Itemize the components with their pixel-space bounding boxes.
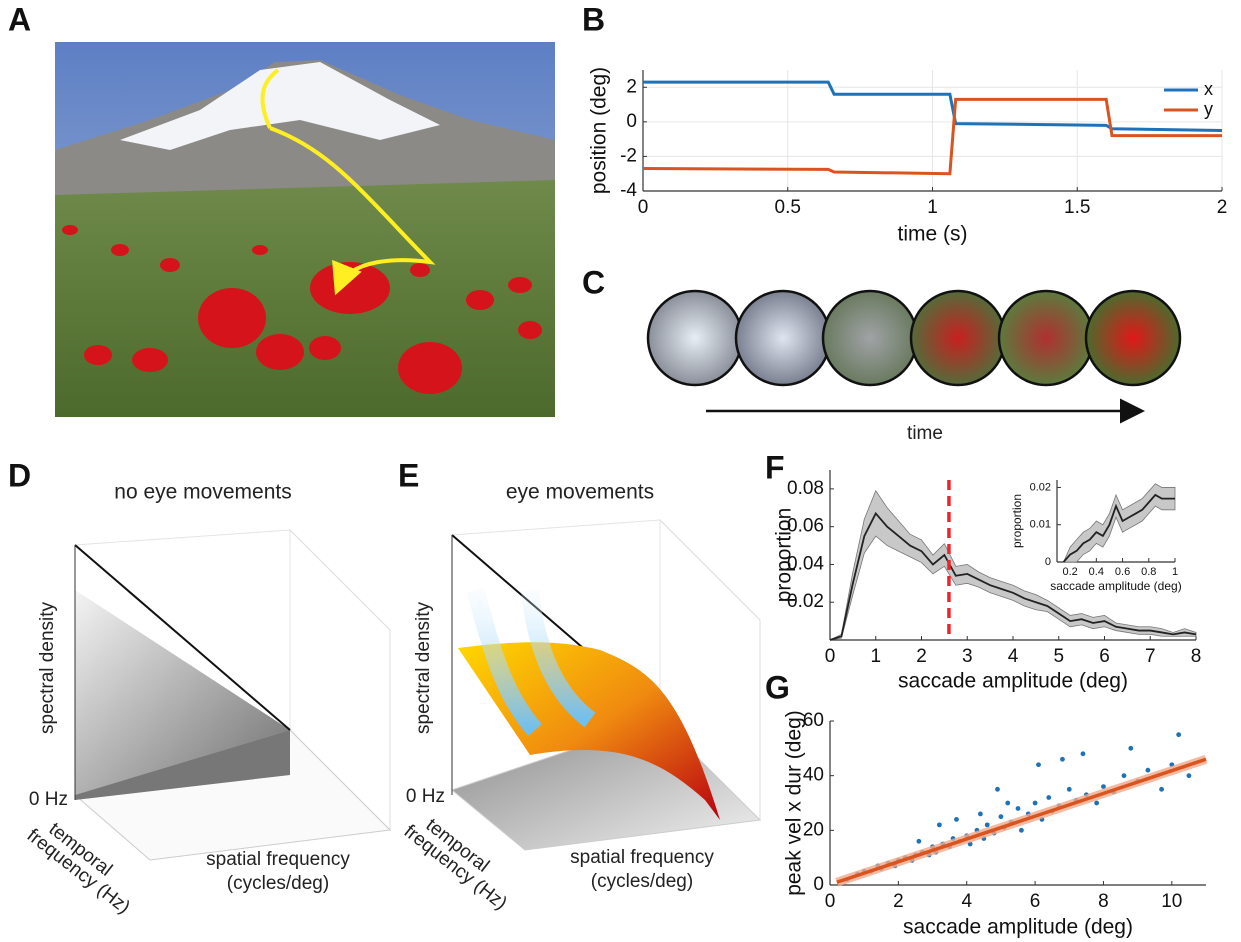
point — [1046, 795, 1051, 800]
x-tick-label: 8 — [1191, 646, 1202, 667]
origin-label: 0 Hz — [406, 786, 445, 807]
x-tick-label: 2 — [893, 891, 904, 912]
x-tick-label: 0.8 — [1141, 566, 1156, 578]
x-tick-label: 0.6 — [1115, 566, 1130, 578]
point — [999, 814, 1004, 819]
y-axis-label: position (deg) — [588, 67, 611, 194]
fit-line — [837, 759, 1206, 882]
point — [1081, 751, 1086, 756]
point — [1122, 773, 1127, 778]
x-tick-label: 10 — [1161, 891, 1182, 912]
x-tick-label: 4 — [1008, 646, 1019, 667]
point — [1060, 757, 1065, 762]
panel-title: eye movements — [506, 481, 654, 504]
x-axis-label: saccade amplitude (deg) — [1050, 579, 1181, 593]
x-axis-label: time (s) — [898, 223, 968, 246]
legend-label: y — [1204, 99, 1213, 119]
y-tick-label: 0.01 — [1030, 519, 1051, 531]
x-tick-label: 0 — [825, 646, 836, 667]
point — [978, 812, 983, 817]
confidence-band — [1064, 484, 1175, 562]
x-tick-label: 5 — [1053, 646, 1064, 667]
x-tick-label: 1 — [870, 646, 881, 667]
point — [1176, 732, 1181, 737]
x-tick-label: 0.4 — [1089, 566, 1104, 578]
x-tick-label: 8 — [1098, 891, 1109, 912]
y-tick-label: 40 — [803, 765, 824, 786]
x-tick-label: 0.5 — [775, 197, 801, 218]
x-tick-label: 0 — [825, 891, 836, 912]
x-axis-label: saccade amplitude (deg) — [898, 670, 1128, 693]
point — [1036, 762, 1041, 767]
x-label: (cycles/deg) — [227, 873, 329, 894]
y-axis-label: proportion — [773, 508, 796, 603]
photo — [55, 42, 555, 417]
x-tick-label: 6 — [1030, 891, 1041, 912]
point — [1145, 768, 1150, 773]
panel-label: D — [8, 457, 31, 493]
x-tick-label: 0 — [638, 197, 649, 218]
point — [1067, 787, 1072, 792]
x-tick-label: 6 — [1099, 646, 1110, 667]
x-tick-label: 2 — [916, 646, 927, 667]
point — [916, 839, 921, 844]
x-tick-label: 7 — [1145, 646, 1156, 667]
y-tick-label: 20 — [803, 819, 824, 840]
y-tick-label: 60 — [803, 710, 824, 731]
y-axis-label: proportion — [1010, 494, 1024, 548]
point — [1094, 801, 1099, 806]
y-tick-label: 0.08 — [787, 478, 824, 499]
x-tick-label: 3 — [962, 646, 973, 667]
fixation-patches — [648, 291, 1180, 385]
panel-label: G — [765, 669, 790, 705]
point — [1128, 746, 1133, 751]
point — [995, 787, 1000, 792]
x-label: spatial frequency — [570, 847, 714, 868]
surface-plot — [452, 520, 760, 850]
axis-label: time — [907, 423, 943, 444]
y-tick-label: 0.02 — [1030, 481, 1051, 493]
point — [954, 817, 959, 822]
x-tick-label: 2 — [1217, 197, 1228, 218]
point — [1159, 787, 1164, 792]
y-tick-label: 0 — [626, 111, 637, 132]
y-tick-label: 0 — [1045, 556, 1051, 568]
y-tick-label: -2 — [620, 145, 637, 166]
panel-label: B — [582, 1, 605, 37]
x-label: spatial frequency — [206, 849, 350, 870]
point — [1005, 801, 1010, 806]
y-tick-label: -4 — [620, 180, 637, 201]
panel-label: A — [8, 1, 31, 37]
point — [1016, 806, 1021, 811]
x-tick-label: 1.5 — [1064, 197, 1090, 218]
z-label: spectral density — [413, 602, 434, 735]
x-axis-label: saccade amplitude (deg) — [903, 916, 1133, 939]
point — [985, 822, 990, 827]
panel-label: F — [765, 449, 785, 485]
y-tick-label: 0 — [813, 874, 824, 895]
x-tick-label: 1 — [927, 197, 938, 218]
x-tick-label: 1 — [1172, 566, 1178, 578]
point — [1019, 828, 1024, 833]
panel-label: C — [582, 264, 605, 300]
legend-label: x — [1204, 79, 1213, 99]
point — [937, 822, 942, 827]
figure: time no eye movements spectral density 0… — [0, 0, 1241, 942]
x-tick-label: 0.2 — [1062, 566, 1077, 578]
origin-label: 0 Hz — [29, 789, 68, 810]
surface-plot — [75, 530, 390, 860]
point — [1187, 773, 1192, 778]
panel-title: no eye movements — [114, 481, 291, 504]
panel-label: E — [398, 457, 419, 493]
point — [1033, 801, 1038, 806]
z-label: spectral density — [37, 602, 58, 735]
y-axis-label: peak vel x dur (deg) — [783, 710, 806, 896]
x-label: (cycles/deg) — [591, 871, 693, 892]
y-tick-label: 2 — [626, 76, 637, 97]
x-tick-label: 4 — [961, 891, 972, 912]
